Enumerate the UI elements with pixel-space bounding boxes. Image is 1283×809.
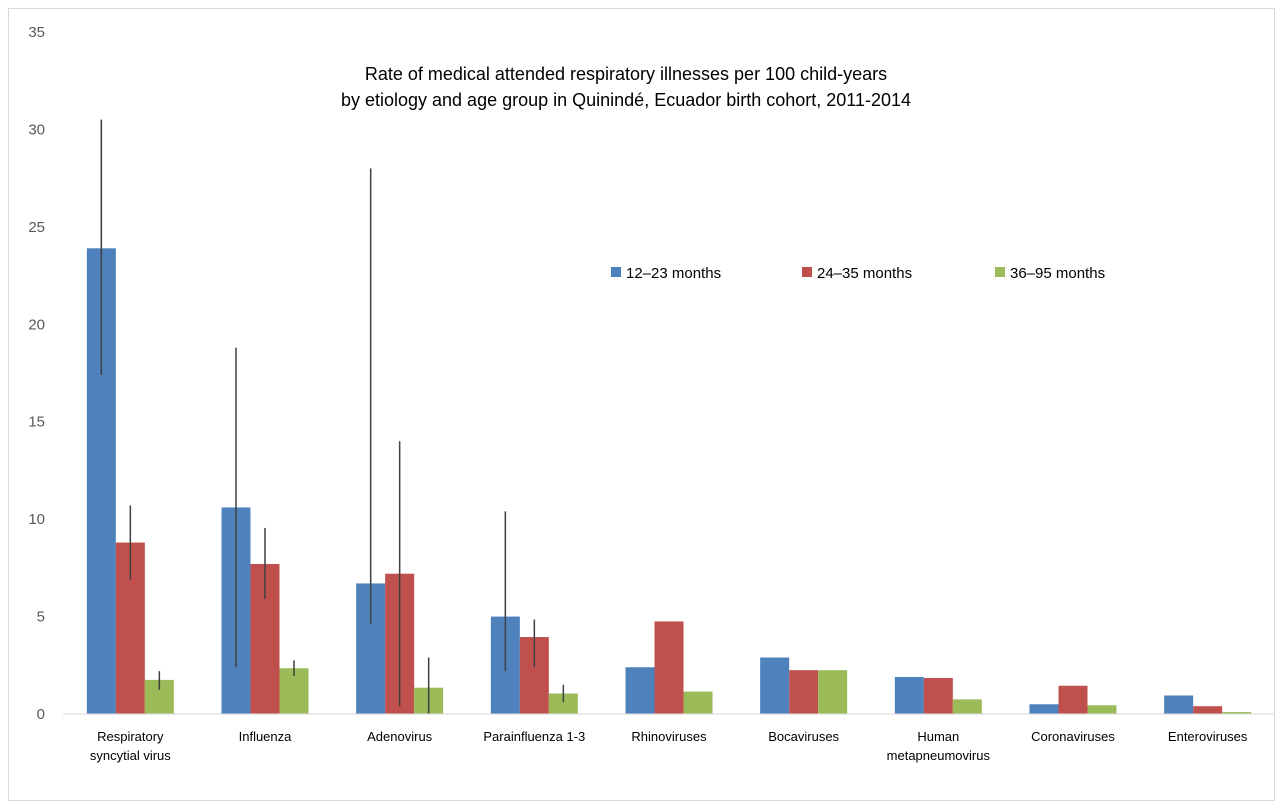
bar-3-4	[548, 693, 578, 714]
x-tick-label: Adenovirus	[367, 729, 433, 744]
x-tick-label: metapneumovirus	[887, 748, 991, 763]
y-tick-label: 35	[28, 24, 45, 41]
bar-2-8	[1058, 685, 1088, 714]
x-tick-label: Coronaviruses	[1031, 729, 1115, 744]
bar-1-7	[894, 676, 924, 714]
legend-swatch	[802, 267, 812, 277]
chart-title-line-2: by etiology and age group in Quinindé, E…	[341, 90, 911, 110]
legend-label: 36–95 months	[1010, 265, 1105, 282]
x-tick-label: Respiratory	[97, 729, 164, 744]
bar-3-8	[1087, 705, 1117, 714]
x-tick-label: Rhinoviruses	[631, 729, 707, 744]
bar-2-5	[654, 621, 684, 714]
x-tick-label: syncytial virus	[90, 748, 171, 763]
legend-swatch	[995, 267, 1005, 277]
y-tick-label: 0	[37, 706, 45, 723]
legend-label: 24–35 months	[817, 265, 912, 282]
y-tick-label: 10	[28, 511, 45, 528]
x-tick-label: Enteroviruses	[1168, 729, 1248, 744]
bars	[86, 248, 1252, 714]
bar-3-6	[818, 670, 848, 714]
chart-title: Rate of medical attended respiratory ill…	[341, 64, 911, 110]
chart-title-line-1: Rate of medical attended respiratory ill…	[365, 64, 887, 84]
x-tick-label: Parainfluenza 1-3	[483, 729, 585, 744]
bar-2-7	[923, 677, 953, 714]
y-tick-label: 30	[28, 121, 45, 138]
legend-swatch	[611, 267, 621, 277]
y-tick-label: 5	[37, 609, 45, 626]
bar-1-9	[1164, 695, 1194, 714]
bar-3-5	[683, 691, 713, 714]
x-tick-label: Influenza	[239, 729, 293, 744]
bar-1-5	[625, 667, 655, 714]
y-tick-label: 20	[28, 316, 45, 333]
legend-label: 12–23 months	[626, 265, 721, 282]
bar-2-6	[789, 670, 819, 714]
y-tick-label: 25	[28, 219, 45, 236]
bar-1-8	[1029, 704, 1059, 714]
error-bars	[100, 119, 565, 714]
legend: 12–23 months 24–35 months 36–95 months	[611, 265, 1105, 282]
y-axis: 0 5 10 15 20 25 30 35	[28, 24, 45, 723]
x-axis-labels: Respiratory syncytial virus Influenza Adeno…	[90, 729, 1248, 763]
bar-3-7	[952, 699, 982, 714]
y-tick-label: 15	[28, 414, 45, 431]
bar-1-6	[760, 657, 790, 714]
bar-3-9	[1222, 712, 1252, 714]
x-tick-label: Bocaviruses	[768, 729, 839, 744]
bar-2-9	[1193, 706, 1223, 714]
x-tick-label: Human	[917, 729, 959, 744]
